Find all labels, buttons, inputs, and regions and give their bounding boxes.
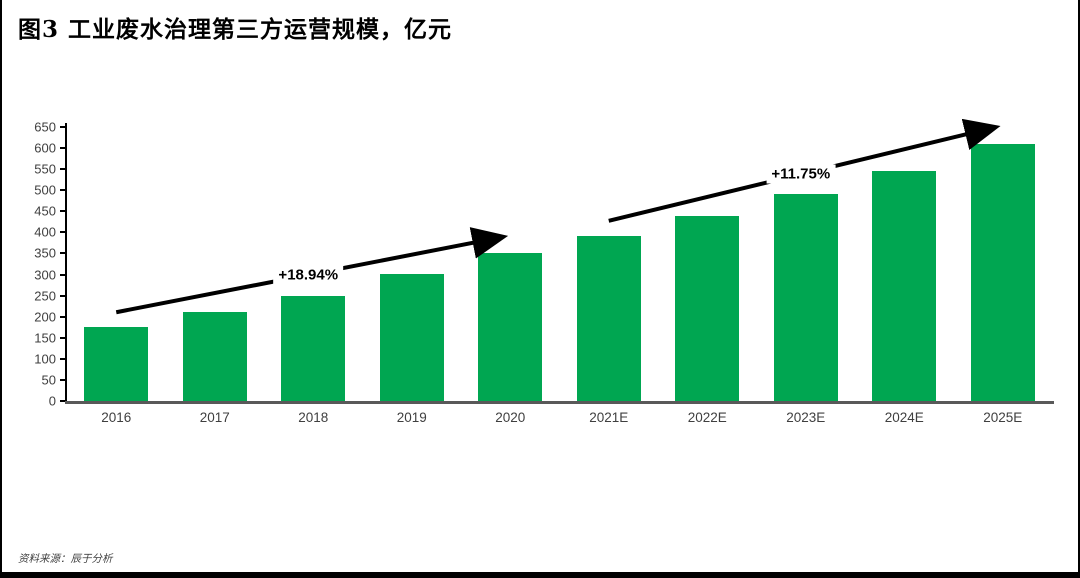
- chart-title: 图3 工业废水治理第三方运营规模，亿元: [18, 16, 453, 43]
- bar-2024E: [872, 170, 937, 401]
- x-axis-label-2019: 2019: [396, 410, 427, 425]
- y-axis-tick-label: 50: [41, 372, 56, 388]
- y-axis-tick: [60, 294, 65, 297]
- source-note: 资料来源：辰于分析: [18, 553, 113, 565]
- x-axis-label-2022E: 2022E: [687, 410, 727, 425]
- y-axis-tick-label: 150: [34, 330, 56, 346]
- y-axis-tick-label: 0: [48, 393, 56, 409]
- y-axis-tick: [60, 273, 65, 276]
- x-axis-label-2020: 2020: [495, 410, 526, 425]
- x-axis-label-2021E: 2021E: [589, 410, 629, 425]
- y-axis-tick: [60, 400, 65, 402]
- bar-2020: [478, 253, 543, 401]
- x-axis-label-2018: 2018: [298, 410, 329, 425]
- y-axis-tick-label: 200: [34, 309, 56, 325]
- bar-2018: [281, 296, 346, 401]
- y-axis-tick-label: 300: [34, 267, 56, 283]
- growth-rate-label: +18.94%: [273, 265, 344, 285]
- y-axis-tick-label: 600: [34, 140, 56, 156]
- y-axis-tick: [60, 168, 65, 171]
- bar-2021E: [576, 235, 641, 401]
- y-axis-tick-label: 650: [34, 119, 56, 135]
- x-axis-label-2017: 2017: [199, 410, 230, 425]
- y-axis-tick-label: 500: [34, 182, 56, 198]
- y-axis-line: [65, 123, 67, 403]
- x-axis-label-2024E: 2024E: [884, 410, 924, 425]
- x-axis-label-2016: 2016: [101, 410, 132, 425]
- y-axis-tick: [60, 315, 65, 318]
- y-axis-tick: [60, 210, 65, 213]
- y-axis-tick-label: 400: [34, 224, 56, 240]
- bar-2019: [379, 273, 444, 401]
- x-axis-label-2023E: 2023E: [786, 410, 826, 425]
- bar-2022E: [675, 216, 740, 401]
- bar-2023E: [773, 194, 838, 401]
- y-axis-tick: [60, 378, 65, 381]
- y-axis-tick: [60, 126, 65, 128]
- y-axis-tick: [60, 231, 65, 234]
- y-axis-tick-label: 100: [34, 351, 56, 367]
- y-axis-tick: [60, 189, 65, 192]
- y-axis-tick: [60, 357, 65, 360]
- growth-rate-label: +11.75%: [766, 164, 836, 184]
- x-axis-label-2025E: 2025E: [983, 410, 1023, 425]
- bar-2017: [182, 312, 247, 401]
- y-axis-tick: [60, 252, 65, 255]
- x-axis-line: [65, 401, 1054, 404]
- y-axis-tick-label: 350: [34, 245, 56, 261]
- bar-2025E: [970, 143, 1035, 401]
- bar-2016: [84, 327, 149, 401]
- y-axis-tick: [60, 147, 65, 150]
- y-axis-tick-label: 550: [34, 161, 56, 177]
- y-axis-tick-label: 450: [34, 203, 56, 219]
- y-axis-tick-label: 250: [34, 288, 56, 304]
- y-axis-tick: [60, 336, 65, 339]
